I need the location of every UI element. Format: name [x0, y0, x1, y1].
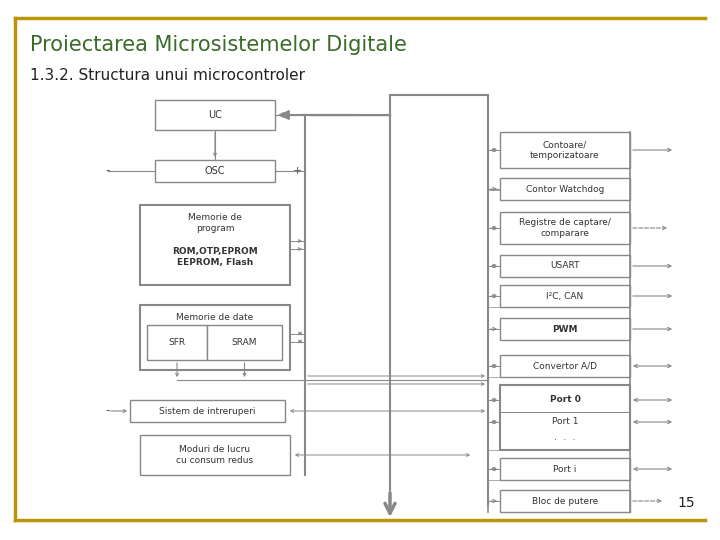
Bar: [500, 212, 630, 244]
Bar: [500, 355, 630, 377]
Text: Sistem de intreruperi: Sistem de intreruperi: [159, 407, 256, 415]
Text: 15: 15: [678, 496, 695, 510]
Text: Registre de captare/
comparare: Registre de captare/ comparare: [519, 218, 611, 238]
Text: Memorie de
program: Memorie de program: [188, 213, 242, 233]
Text: +: +: [292, 166, 302, 176]
Bar: [140, 435, 290, 475]
Text: Port i: Port i: [553, 464, 577, 474]
Text: Convertor A/D: Convertor A/D: [533, 361, 597, 370]
Bar: [155, 160, 275, 182]
Bar: [500, 178, 630, 200]
Text: SFR: SFR: [168, 338, 186, 347]
Text: OSC: OSC: [204, 166, 225, 176]
Text: USART: USART: [550, 261, 580, 271]
Text: ·  ·  ·: · · ·: [554, 435, 576, 445]
Text: Contoare/
temporizatoare: Contoare/ temporizatoare: [530, 140, 600, 160]
Bar: [500, 132, 630, 168]
Text: Bloc de putere: Bloc de putere: [532, 496, 598, 505]
Bar: [147, 325, 207, 360]
Text: Memorie de date: Memorie de date: [176, 313, 253, 321]
Bar: [500, 318, 630, 340]
Text: Port 1: Port 1: [552, 417, 578, 427]
Bar: [207, 325, 282, 360]
Text: -: -: [106, 165, 110, 178]
Text: Proiectarea Microsistemelor Digitale: Proiectarea Microsistemelor Digitale: [30, 35, 407, 55]
Bar: [130, 400, 285, 422]
Bar: [140, 205, 290, 285]
Bar: [140, 305, 290, 370]
Text: ROM,OTP,EPROM
EEPROM, Flash: ROM,OTP,EPROM EEPROM, Flash: [172, 247, 258, 267]
Bar: [500, 385, 630, 450]
Bar: [500, 490, 630, 512]
Text: PWM: PWM: [552, 325, 577, 334]
Text: 1.3.2. Structura unui microcontroler: 1.3.2. Structura unui microcontroler: [30, 68, 305, 83]
Text: Moduri de lucru
cu consum redus: Moduri de lucru cu consum redus: [176, 446, 253, 465]
Text: SRAM: SRAM: [232, 338, 257, 347]
Bar: [500, 255, 630, 277]
Text: I²C, CAN: I²C, CAN: [546, 292, 584, 300]
Bar: [155, 100, 275, 130]
Text: UC: UC: [208, 110, 222, 120]
Text: -: -: [106, 404, 110, 417]
Text: Contor Watchdog: Contor Watchdog: [526, 185, 604, 193]
Bar: [500, 458, 630, 480]
Bar: [500, 285, 630, 307]
Text: Port 0: Port 0: [549, 395, 580, 404]
